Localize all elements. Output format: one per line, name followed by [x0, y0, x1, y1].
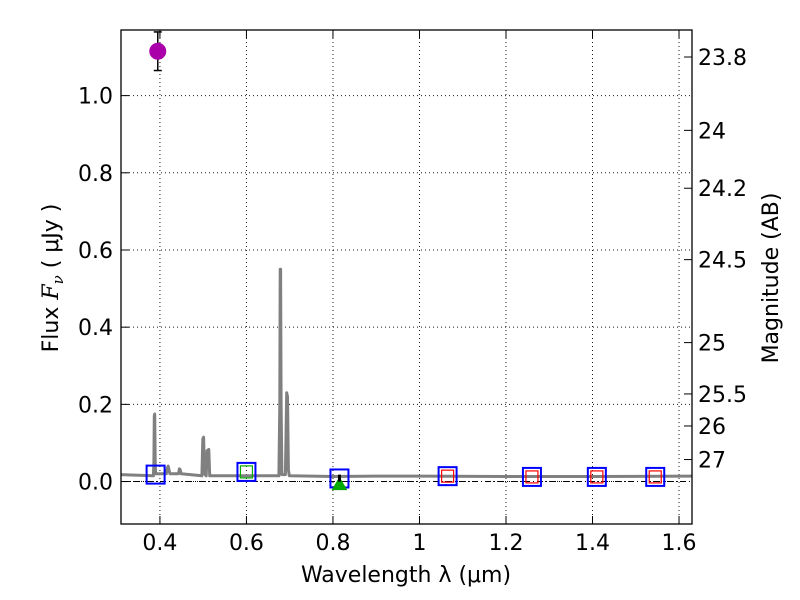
data-point	[645, 466, 666, 487]
plot-area	[120, 31, 693, 491]
data-point	[586, 466, 607, 487]
y2-tick-label: 23.8	[698, 46, 747, 71]
y2-tick-label: 26	[698, 415, 726, 440]
y-ticks: 0.0 0.2 0.4 0.6 0.8 1.0	[78, 85, 129, 496]
data-point	[648, 470, 662, 484]
series-green-photometry	[239, 465, 254, 479]
y-tick-label: 0.4	[78, 316, 113, 341]
data-point	[590, 470, 604, 484]
y-axis-label-subscript: ν	[49, 275, 67, 284]
y2-ticks: 23.8 24 24.2 24.5 25 25.5 26 27	[684, 46, 747, 474]
y2-tick-label: 24.2	[698, 177, 747, 202]
y-tick-label: 1.0	[78, 85, 113, 110]
x-tick-label: 1.6	[662, 531, 697, 556]
data-point	[437, 466, 458, 487]
data-point	[440, 469, 455, 483]
x-tick-label: 1.4	[575, 531, 610, 556]
y2-tick-label: 24.5	[698, 249, 747, 274]
y2-axis-label: Magnitude (AB)	[759, 193, 784, 364]
data-point	[149, 42, 167, 60]
x-tick-label: 0.4	[142, 531, 177, 556]
y-tick-label: 0.2	[78, 393, 113, 418]
y-axis-label-prefix: Flux	[39, 300, 64, 353]
data-point	[239, 465, 254, 479]
series-detection	[149, 31, 167, 72]
x-tick-label: 0.6	[229, 531, 264, 556]
y2-tick-label: 24	[698, 119, 726, 144]
x-tick-label: 1	[412, 531, 426, 556]
y2-tick-label: 25	[698, 332, 726, 357]
data-point	[525, 470, 539, 484]
y-axis-label-suffix: ( μJy )	[39, 204, 64, 276]
y-tick-label: 0.6	[78, 239, 113, 264]
data-point	[145, 464, 166, 485]
x-ticks: 0.4 0.6 0.8 1 1.2 1.4 1.6	[142, 30, 697, 556]
x-tick-label: 0.8	[315, 531, 350, 556]
series-observed-photometry	[440, 469, 662, 484]
y-axis-label: Flux Fν ( μJy )	[39, 204, 67, 353]
data-point	[236, 461, 257, 482]
data-point	[331, 476, 348, 491]
y-axis-label-symbol: F	[39, 284, 64, 301]
series-upper-limit	[331, 474, 348, 491]
y2-tick-label: 27	[698, 449, 726, 474]
y-tick-label: 0.0	[78, 471, 113, 496]
data-point	[521, 466, 542, 487]
y-tick-label: 0.8	[78, 162, 113, 187]
plot-frame	[120, 29, 693, 525]
x-axis-label: Wavelength λ (μm)	[301, 563, 511, 588]
y2-tick-label: 25.5	[698, 383, 747, 408]
x-tick-label: 1.2	[488, 531, 523, 556]
